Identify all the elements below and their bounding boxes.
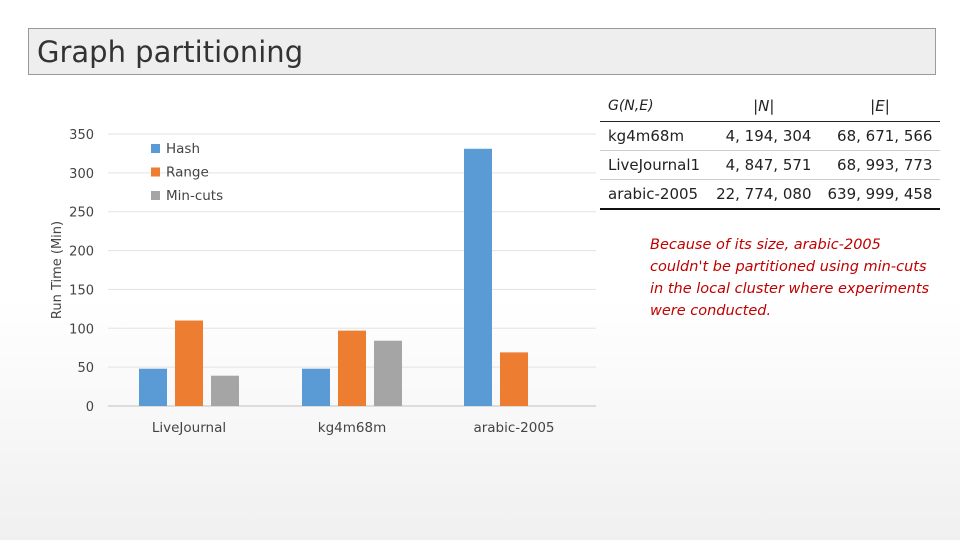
- bar: [139, 368, 167, 406]
- table-header-cell: |N|: [708, 91, 820, 122]
- table-header-row: G(N,E) |N| |E|: [600, 91, 941, 122]
- slide-title: Graph partitioning: [37, 35, 304, 69]
- y-tick-label: 50: [77, 361, 94, 376]
- table-cell: 4, 194, 304: [708, 121, 820, 151]
- title-bar: Graph partitioning: [28, 28, 936, 75]
- table-cell: LiveJournal1: [600, 150, 709, 180]
- x-tick-label: kg4m68m: [318, 420, 386, 436]
- y-tick-label: 200: [69, 245, 94, 260]
- table-cell: 68, 993, 773: [819, 150, 941, 180]
- bar: [175, 320, 203, 406]
- y-tick-label: 300: [69, 167, 94, 182]
- table-cell: 22, 774, 080: [708, 179, 820, 210]
- table-cell: kg4m68m: [600, 121, 709, 151]
- y-tick-label: 0: [86, 400, 94, 415]
- graph-stats-table: G(N,E) |N| |E| kg4m68m 4, 194, 304 68, 671, 5…: [600, 91, 941, 210]
- table-cell: 68, 671, 566: [819, 121, 941, 151]
- table-row: LiveJournal1 4, 847, 571 68, 993, 773: [600, 150, 941, 180]
- legend-label: Hash: [166, 141, 200, 157]
- legend-label: Min-cuts: [166, 188, 223, 204]
- table-cell: arabic-2005: [600, 179, 709, 210]
- x-tick-label: arabic-2005: [473, 420, 554, 436]
- legend-swatch: [151, 191, 160, 200]
- table-header-cell: G(N,E): [600, 91, 709, 122]
- y-tick-label: 350: [69, 128, 94, 143]
- table-cell: 639, 999, 458: [819, 179, 941, 210]
- table-cell: 4, 847, 571: [708, 150, 820, 180]
- legend: Hash Range Min-cuts: [151, 141, 223, 204]
- x-tick-label: LiveJournal: [152, 420, 226, 436]
- table-row: arabic-2005 22, 774, 080 639, 999, 458: [600, 179, 941, 210]
- table-header-cell: |E|: [819, 91, 941, 122]
- bar: [374, 340, 402, 406]
- legend-swatch: [151, 144, 160, 153]
- bar: [500, 352, 528, 406]
- legend-label: Range: [166, 165, 209, 181]
- table-row: kg4m68m 4, 194, 304 68, 671, 566: [600, 121, 941, 151]
- size-note: Because of its size, arabic-2005 couldn'…: [650, 237, 930, 319]
- legend-swatch: [151, 167, 160, 177]
- y-tick-labels: 0 50 100 150 200 250 300 350: [69, 128, 94, 415]
- bar: [211, 375, 239, 406]
- y-tick-label: 250: [69, 206, 94, 221]
- x-tick-labels: LiveJournal kg4m68m arabic-2005: [152, 420, 555, 436]
- y-axis-label: Run Time (Min): [50, 221, 65, 319]
- y-tick-label: 100: [69, 322, 94, 337]
- bar: [464, 148, 492, 406]
- bar: [302, 368, 330, 406]
- bars: [139, 148, 528, 406]
- y-tick-label: 150: [69, 283, 94, 298]
- bar: [338, 330, 366, 406]
